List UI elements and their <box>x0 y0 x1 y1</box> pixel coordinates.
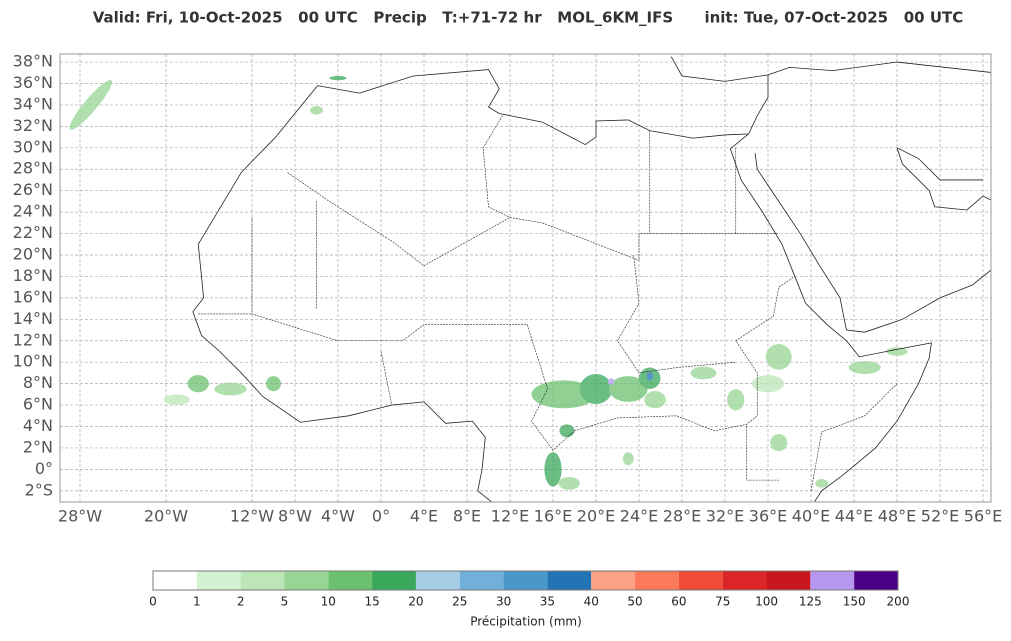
coastlines <box>193 57 994 513</box>
colorbar-tick-label: 40 <box>584 595 599 609</box>
colorbar-cell <box>722 571 767 590</box>
lat-label: 8°N <box>23 373 53 392</box>
map-frame <box>60 54 991 502</box>
colorbar-cell <box>766 571 811 590</box>
map-border <box>59 53 992 503</box>
lat-label: 16°N <box>13 287 53 306</box>
lon-label: 8°W <box>278 507 312 526</box>
colorbar-tick-label: 100 <box>755 595 778 609</box>
lat-label: 10°N <box>13 352 53 371</box>
colorbar-cell <box>196 571 241 590</box>
colorbar-tick-label: 1 <box>193 595 201 609</box>
precip-areas <box>69 75 908 490</box>
lon-label: 28°E <box>663 507 701 526</box>
colorbar-tick-label: 60 <box>671 595 686 609</box>
lon-label: 4°E <box>410 507 438 526</box>
lat-label: 0° <box>35 459 53 478</box>
colorbar-tick-label: 2 <box>237 595 245 609</box>
lat-label: 32°N <box>13 116 53 135</box>
colorbar-tick-label: 30 <box>496 595 511 609</box>
colorbar-tick-label: 35 <box>540 595 555 609</box>
lat-label: 36°N <box>13 73 53 92</box>
lon-label: 8°E <box>453 507 481 526</box>
colorbar-cell <box>503 571 548 590</box>
lat-label: 12°N <box>13 330 53 349</box>
colorbar: 0 1 2 5 10 15 20 25 30 35 40 50 60 75 100 125 150 200 <box>149 570 910 609</box>
colorbar-tick-label: 25 <box>452 595 467 609</box>
colorbar-tick-label: 125 <box>799 595 822 609</box>
lon-label: 20°W <box>144 507 188 526</box>
lat-label: 26°N <box>13 180 53 199</box>
lat-label: 6°N <box>23 395 53 414</box>
lat-label: 18°N <box>13 266 53 285</box>
axis-labels: 38°N 36°N 34°N 32°N 30°N 28°N 26°N 24°N 22°N 20°N… <box>13 52 1003 526</box>
lat-label: 14°N <box>13 309 53 328</box>
lon-label: 48°E <box>878 507 916 526</box>
colorbar-cell <box>547 571 592 590</box>
lon-label: 0° <box>372 507 390 526</box>
colorbar-tick-label: 50 <box>627 595 642 609</box>
lon-label: 24°E <box>620 507 658 526</box>
colorbar-tick-label: 75 <box>715 595 730 609</box>
colorbar-cell <box>678 571 723 590</box>
colorbar-tick-label: 5 <box>281 595 289 609</box>
lon-label: 56°E <box>964 507 1002 526</box>
lon-label: 12°W <box>230 507 274 526</box>
lon-label: 28°W <box>58 507 102 526</box>
colorbar-tick-label: 150 <box>843 595 866 609</box>
colorbar-cell <box>153 571 197 590</box>
lat-label: 2°N <box>23 437 53 456</box>
title: Valid: Fri, 10-Oct-2025 00 UTC Precip T:… <box>93 9 964 27</box>
colorbar-cell <box>328 571 373 590</box>
lat-label: 28°N <box>13 159 53 178</box>
lat-label: 30°N <box>13 137 53 156</box>
lat-label: 38°N <box>13 52 53 71</box>
colorbar-cell <box>372 571 416 590</box>
lon-label: 44°E <box>835 507 873 526</box>
lon-label: 20°E <box>577 507 615 526</box>
colorbar-border <box>152 570 899 591</box>
colorbar-label: Précipitation (mm) <box>470 615 582 629</box>
geography <box>69 57 994 513</box>
colorbar-tick-label: 0 <box>149 595 157 609</box>
colorbar-cell <box>810 571 855 590</box>
colorbar-tick-label: 20 <box>408 595 423 609</box>
colorbar-cell <box>635 571 679 590</box>
colorbar-tick-label: 200 <box>887 595 910 609</box>
lat-label: 2°S <box>25 480 53 499</box>
lat-label: 20°N <box>13 245 53 264</box>
lon-label: 52°E <box>921 507 959 526</box>
map-content <box>69 57 994 513</box>
lat-label: 4°N <box>23 416 53 435</box>
colorbar-cell <box>854 571 898 590</box>
colorbar-cell <box>284 571 329 590</box>
lat-label: 24°N <box>13 202 53 221</box>
borders <box>198 116 897 491</box>
lon-label: 36°E <box>749 507 787 526</box>
colorbar-cell <box>459 571 504 590</box>
lon-label: 40°E <box>792 507 830 526</box>
lon-label: 32°E <box>706 507 744 526</box>
graticule <box>60 54 991 502</box>
lat-label: 22°N <box>13 223 53 242</box>
colorbar-tick-label: 10 <box>321 595 336 609</box>
colorbar-cell <box>240 571 285 590</box>
colorbar-tick-label: 15 <box>364 595 379 609</box>
lon-label: 4°W <box>321 507 355 526</box>
colorbar-cell <box>415 571 460 590</box>
colorbar-cell <box>591 571 636 590</box>
lon-label: 16°E <box>534 507 572 526</box>
lat-label: 34°N <box>13 94 53 113</box>
lon-label: 12°E <box>491 507 529 526</box>
